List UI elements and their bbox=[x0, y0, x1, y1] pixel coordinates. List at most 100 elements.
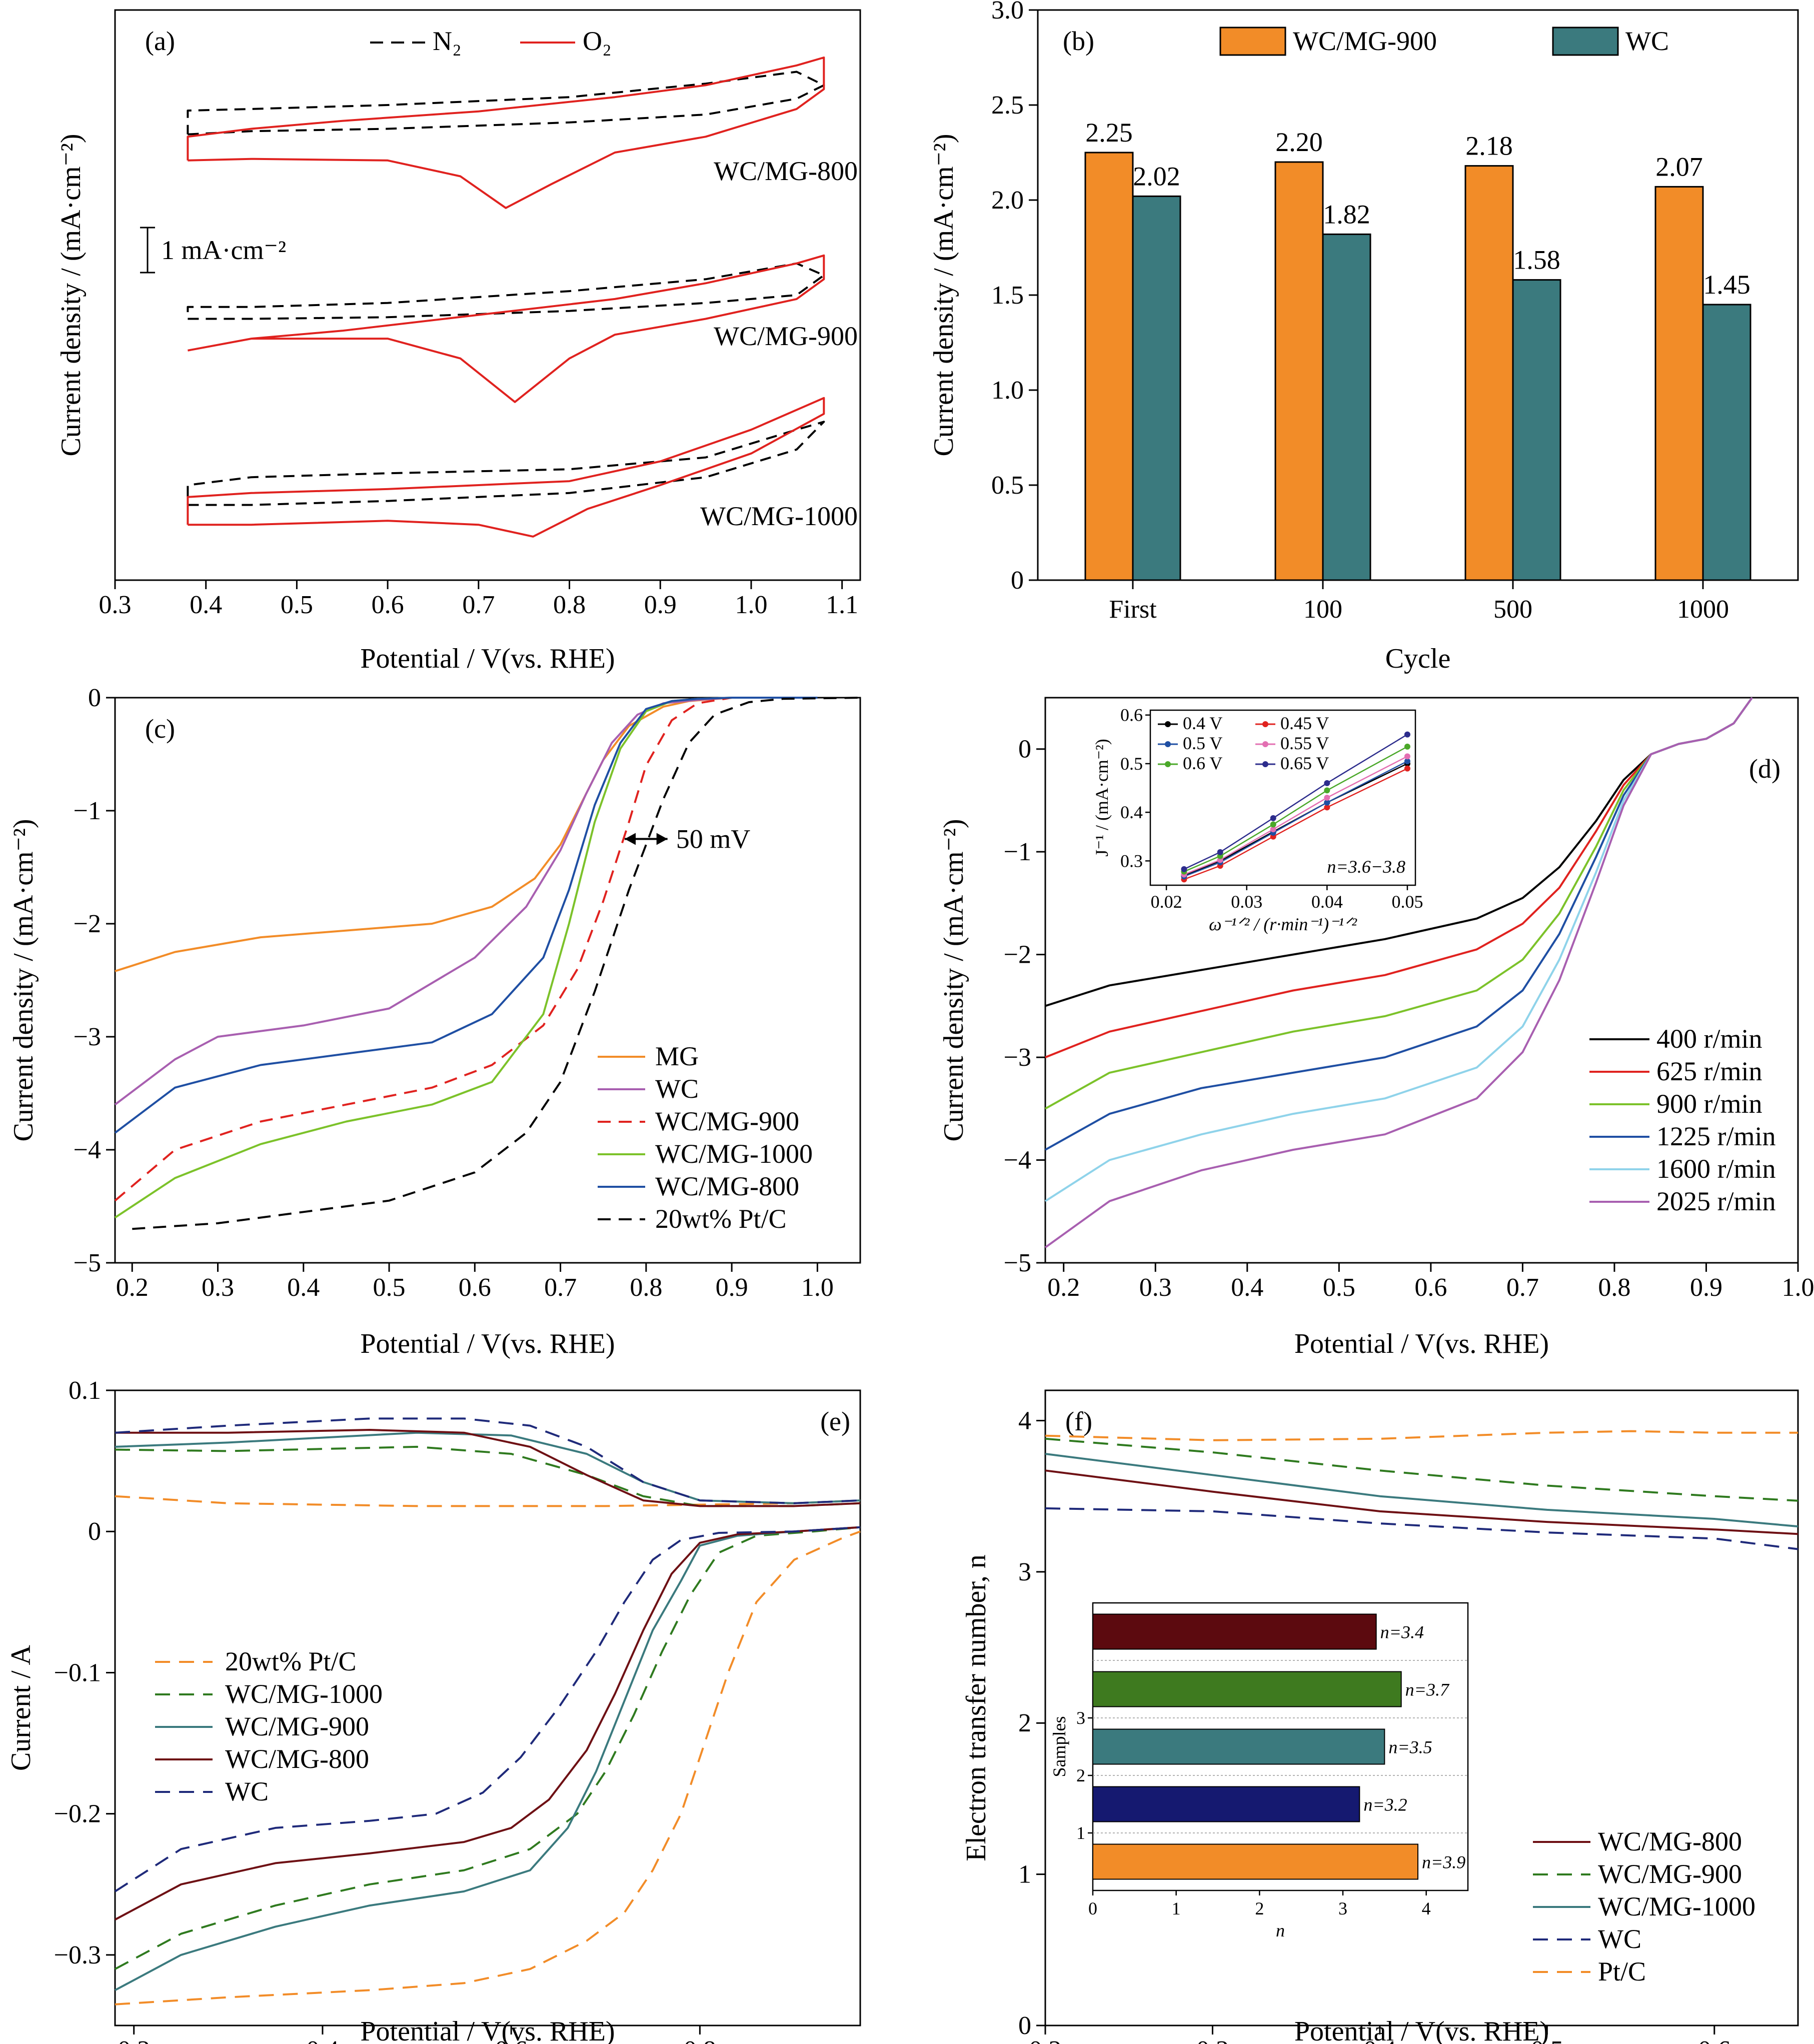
legend-label: 1600 r/min bbox=[1656, 1154, 1776, 1184]
bar-value-label: 1.58 bbox=[1513, 245, 1560, 275]
panel-d-x-tick-label: 0.6 bbox=[1414, 1273, 1447, 1302]
panel-d-ylabel: Current density / (mA·cm⁻²) bbox=[938, 819, 969, 1141]
legend-label: WC/MG-800 bbox=[225, 1744, 369, 1774]
inset-x-tick-label: 0.05 bbox=[1391, 892, 1423, 912]
inset-marker bbox=[1324, 799, 1330, 806]
inset-x-tick-label: 2 bbox=[1255, 1898, 1264, 1918]
panel-b-bar-chart: 0 0.5 1.0 1.5 2.0 2.5 3.0 (b) Cycle Current densi… bbox=[928, 0, 1799, 674]
inset-legend-label: 0.4 V bbox=[1183, 713, 1222, 733]
scale-bar-label: 1 mA·cm⁻² bbox=[161, 235, 286, 265]
plot-frame bbox=[114, 9, 861, 581]
panel-f-x-tick-label: 0.3 bbox=[1196, 2036, 1229, 2044]
plot-frame bbox=[114, 1389, 861, 2026]
panel-c-x-tick-label: 0.8 bbox=[630, 1273, 662, 1302]
bar-value-label: 2.07 bbox=[1655, 152, 1703, 182]
inset-bar bbox=[1092, 1843, 1418, 1880]
panel-d-x-tick-label: 0.8 bbox=[1598, 1273, 1630, 1302]
legend-label: WC/MG-1000 bbox=[225, 1679, 383, 1709]
panel-e-y-tick-label: −0.1 bbox=[54, 1658, 101, 1687]
inset-xlabel: ω⁻¹ᐟ² / (r·min⁻¹)⁻¹ᐟ² bbox=[1209, 914, 1357, 934]
disk-current-curve bbox=[115, 1530, 861, 2005]
bar bbox=[1084, 152, 1134, 581]
inset-x-tick-label: 0.04 bbox=[1311, 892, 1343, 912]
panel-d-x-tick-label: 0.5 bbox=[1323, 1273, 1355, 1302]
ring-current-curve bbox=[115, 1429, 861, 1507]
inset-x-tick-label: 0.02 bbox=[1151, 892, 1182, 912]
legend-swatch bbox=[1219, 27, 1286, 56]
panel-a-xlabel: Potential / V(vs. RHE) bbox=[360, 643, 615, 674]
panel-f-xlabel: Potential / V(vs. RHE) bbox=[1294, 2016, 1549, 2044]
inset-legend-label: 0.55 V bbox=[1280, 733, 1329, 753]
legend-label: 20wt% Pt/C bbox=[655, 1204, 787, 1234]
panel-a-ylabel: Current density / (mA·cm⁻²) bbox=[56, 134, 87, 456]
bar-value-label: 2.20 bbox=[1275, 127, 1323, 157]
panel-e-x-tick-label: 0.8 bbox=[684, 2036, 716, 2044]
inset-y-tick-label: 0.5 bbox=[1120, 754, 1143, 774]
inset-ylabel: Samples bbox=[1049, 1716, 1069, 1777]
inset-legend-marker bbox=[1262, 721, 1268, 727]
panel-d-x-tick-label: 0.2 bbox=[1047, 1273, 1080, 1302]
legend-label: WC/MG-900 bbox=[1598, 1859, 1742, 1889]
panel-f-y-tick-label: 0 bbox=[1018, 2011, 1031, 2040]
legend-label: WC/MG-1000 bbox=[1598, 1891, 1755, 1921]
panel-f-y-tick-label: 4 bbox=[1018, 1406, 1031, 1435]
panel-a-x-tick-label: 0.3 bbox=[99, 591, 132, 619]
bar bbox=[1132, 195, 1181, 581]
bar bbox=[1274, 161, 1324, 581]
cv-curve bbox=[188, 254, 825, 403]
panel-d-x-tick-label: 0.9 bbox=[1690, 1273, 1722, 1302]
bar-value-label: 2.02 bbox=[1133, 161, 1180, 191]
ring-current-curve bbox=[115, 1431, 861, 1504]
panel-d-rotation-lsv: 0.2 0.3 0.4 0.5 0.6 0.7 0.8 0.9 1.0 0 −1 −2 −3 −4 −5 (d… bbox=[938, 697, 1814, 1359]
legend-label: MG bbox=[655, 1041, 699, 1071]
panel-a-label: (a) bbox=[145, 26, 175, 56]
inset-bar-label: n=3.2 bbox=[1363, 1795, 1407, 1815]
inset-x-tick-label: 1 bbox=[1172, 1898, 1181, 1918]
panel-b-category-label: 100 bbox=[1303, 595, 1342, 624]
panel-e-y-tick-label: −0.2 bbox=[54, 1800, 101, 1828]
panel-f-label: (f) bbox=[1065, 1406, 1092, 1436]
legend-label: WC/MG-900 bbox=[1293, 26, 1437, 56]
inset-marker bbox=[1324, 780, 1330, 786]
inset-bar bbox=[1092, 1786, 1360, 1822]
panel-d-x-tick-label: 0.7 bbox=[1506, 1273, 1539, 1302]
panel-f-ylabel: Electron transfer number, n bbox=[961, 1554, 992, 1861]
bar-value-label: 2.18 bbox=[1465, 131, 1513, 161]
panel-a-cv: 0.3 0.4 0.5 0.6 0.7 0.8 0.9 1.0 1.1 (a) Potential … bbox=[56, 9, 861, 674]
panel-b-category-label: First bbox=[1109, 595, 1157, 624]
panel-b-category-label: 500 bbox=[1493, 595, 1532, 624]
panel-c-x-tick-label: 0.2 bbox=[116, 1273, 149, 1302]
inset-bar-label: n=3.4 bbox=[1380, 1622, 1424, 1642]
panel-c-y-tick-label: −3 bbox=[74, 1023, 101, 1051]
panel-f-electron-transfer: 0.2 0.3 0.4 0.5 0.6 0 1 2 3 4 (f) Potential / V(vs.… bbox=[961, 1389, 1799, 2044]
panel-c-x-tick-label: 0.5 bbox=[373, 1273, 406, 1302]
inset-marker bbox=[1404, 758, 1410, 765]
inset-y-tick-label: 0.3 bbox=[1120, 851, 1143, 871]
bar-value-label: 1.45 bbox=[1703, 270, 1750, 300]
n-curve bbox=[1045, 1507, 1798, 1550]
panel-d-x-tick-label: 0.4 bbox=[1231, 1273, 1263, 1302]
panel-b-ylabel: Current density / (mA·cm⁻²) bbox=[928, 134, 959, 456]
lsv-curve bbox=[132, 697, 861, 1230]
panel-a-x-tick-label: 1.1 bbox=[826, 591, 858, 619]
panel-c-x-tick-label: 1.0 bbox=[801, 1273, 834, 1302]
inset-marker bbox=[1324, 795, 1330, 801]
panel-a-x-tick-label: 0.4 bbox=[190, 591, 222, 619]
inset-marker bbox=[1404, 743, 1410, 750]
legend-label: 625 r/min bbox=[1656, 1056, 1762, 1086]
panel-f-x-tick-label: 0.2 bbox=[1029, 2036, 1062, 2044]
panel-e-y-tick-label: −0.3 bbox=[54, 1941, 101, 1969]
bar bbox=[1322, 233, 1371, 581]
inset-legend-label: 0.5 V bbox=[1183, 733, 1222, 753]
panel-d-y-tick-label: 0 bbox=[1018, 735, 1031, 764]
panel-c-y-tick-label: −4 bbox=[74, 1136, 101, 1164]
panel-c-xlabel: Potential / V(vs. RHE) bbox=[360, 1328, 615, 1359]
legend-label: WC bbox=[1625, 26, 1669, 56]
panel-d-y-tick-label: −4 bbox=[1004, 1146, 1031, 1175]
panel-c-x-tick-label: 0.6 bbox=[459, 1273, 491, 1302]
legend-label: WC/MG-900 bbox=[225, 1711, 369, 1741]
inset-marker bbox=[1404, 731, 1410, 738]
inset-xlabel: n bbox=[1276, 1920, 1285, 1940]
